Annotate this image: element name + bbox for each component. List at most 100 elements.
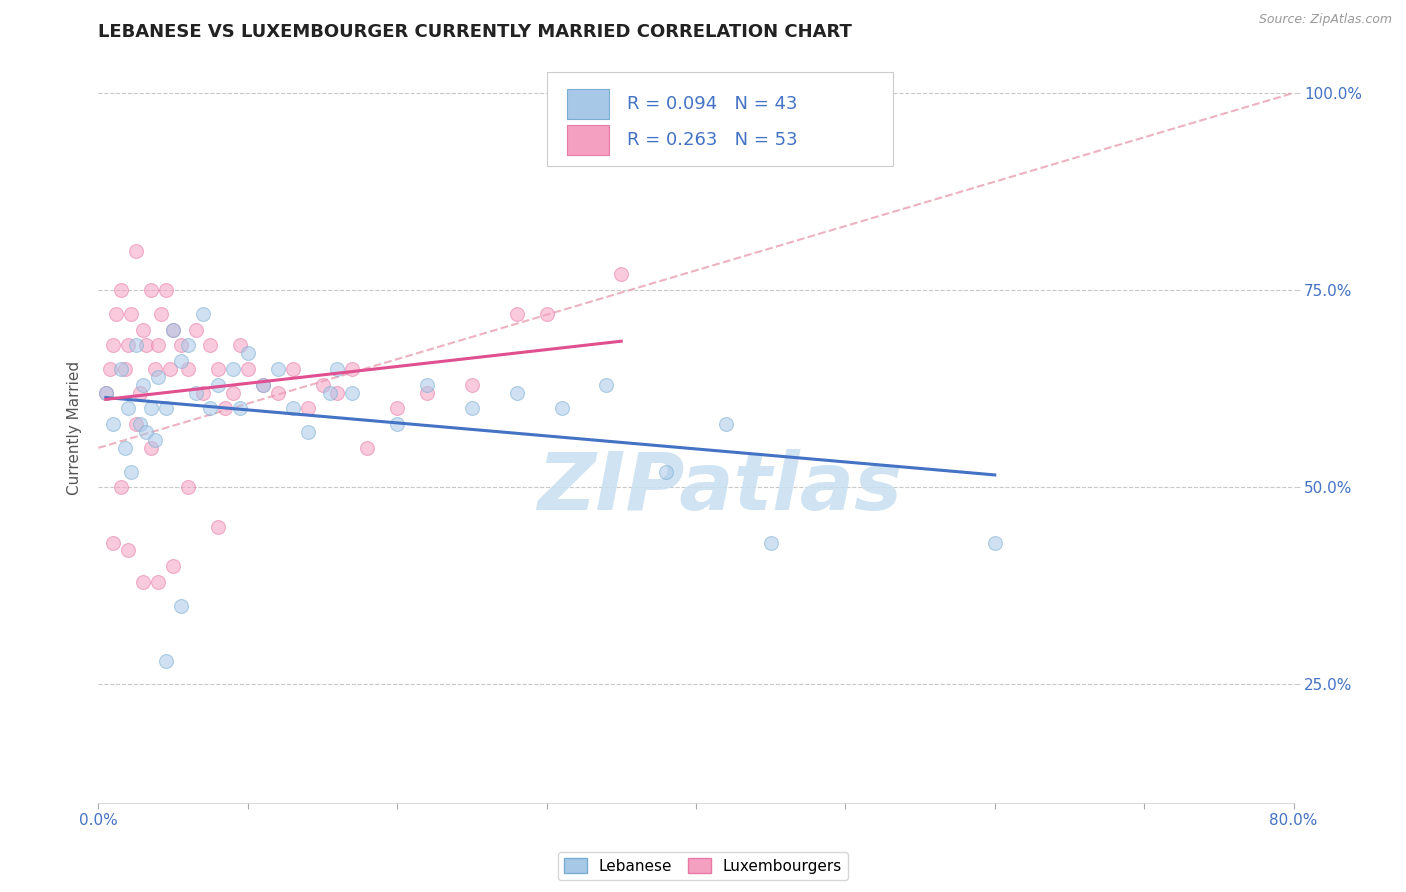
Point bbox=[129, 417, 152, 432]
Legend: Lebanese, Luxembourgers: Lebanese, Luxembourgers bbox=[558, 852, 848, 880]
Point bbox=[177, 480, 200, 494]
Point bbox=[125, 338, 148, 352]
Point bbox=[342, 362, 364, 376]
Point bbox=[125, 417, 148, 432]
Point bbox=[129, 385, 152, 400]
Point bbox=[114, 362, 136, 376]
Point bbox=[162, 322, 184, 336]
Point bbox=[132, 574, 155, 589]
Point bbox=[207, 377, 229, 392]
Point bbox=[214, 401, 236, 416]
Point bbox=[222, 385, 245, 400]
Point bbox=[984, 535, 1007, 549]
Point bbox=[177, 338, 200, 352]
Point bbox=[200, 338, 222, 352]
Point bbox=[114, 441, 136, 455]
Point bbox=[252, 377, 274, 392]
Point bbox=[148, 338, 170, 352]
Point bbox=[94, 385, 117, 400]
Point bbox=[207, 520, 229, 534]
Point bbox=[207, 362, 229, 376]
Point bbox=[281, 362, 304, 376]
Point bbox=[222, 362, 245, 376]
Point bbox=[191, 307, 214, 321]
Point bbox=[236, 346, 259, 360]
Point bbox=[110, 480, 132, 494]
Point bbox=[416, 377, 439, 392]
Point bbox=[135, 425, 157, 439]
Point bbox=[297, 401, 319, 416]
Point bbox=[385, 417, 409, 432]
Point bbox=[103, 338, 125, 352]
Point bbox=[105, 307, 128, 321]
Point bbox=[125, 244, 148, 258]
Point bbox=[155, 401, 177, 416]
Point bbox=[326, 362, 349, 376]
Point bbox=[169, 354, 191, 368]
Point bbox=[356, 441, 378, 455]
FancyBboxPatch shape bbox=[567, 125, 609, 154]
Point bbox=[139, 441, 162, 455]
Point bbox=[117, 543, 139, 558]
Point bbox=[326, 385, 349, 400]
Point bbox=[94, 385, 117, 400]
Point bbox=[252, 377, 274, 392]
Point bbox=[150, 307, 173, 321]
Point bbox=[184, 385, 207, 400]
Point bbox=[110, 283, 132, 297]
Text: Source: ZipAtlas.com: Source: ZipAtlas.com bbox=[1258, 13, 1392, 27]
Point bbox=[155, 654, 177, 668]
Point bbox=[506, 307, 529, 321]
Point bbox=[536, 307, 558, 321]
Point bbox=[550, 401, 572, 416]
Point bbox=[139, 401, 162, 416]
Point bbox=[506, 385, 529, 400]
Point bbox=[229, 338, 252, 352]
Point bbox=[759, 535, 782, 549]
Point bbox=[120, 307, 142, 321]
Point bbox=[103, 417, 125, 432]
Point bbox=[236, 362, 259, 376]
Point bbox=[177, 362, 200, 376]
Point bbox=[117, 338, 139, 352]
Point bbox=[148, 574, 170, 589]
Point bbox=[169, 599, 191, 613]
Point bbox=[132, 377, 155, 392]
Text: LEBANESE VS LUXEMBOURGER CURRENTLY MARRIED CORRELATION CHART: LEBANESE VS LUXEMBOURGER CURRENTLY MARRI… bbox=[98, 23, 852, 41]
Point bbox=[714, 417, 737, 432]
Point bbox=[229, 401, 252, 416]
FancyBboxPatch shape bbox=[547, 72, 893, 166]
Point bbox=[159, 362, 181, 376]
Point bbox=[595, 377, 617, 392]
Point bbox=[143, 433, 166, 447]
Point bbox=[162, 559, 184, 574]
Point bbox=[120, 465, 142, 479]
Point bbox=[267, 362, 290, 376]
Point bbox=[135, 338, 157, 352]
Point bbox=[610, 268, 633, 282]
Point bbox=[461, 401, 484, 416]
Point bbox=[342, 385, 364, 400]
Point bbox=[297, 425, 319, 439]
Text: R = 0.094   N = 43: R = 0.094 N = 43 bbox=[627, 95, 797, 113]
Text: ZIPatlas: ZIPatlas bbox=[537, 449, 903, 527]
Point bbox=[148, 370, 170, 384]
Point bbox=[143, 362, 166, 376]
Point bbox=[132, 322, 155, 336]
Point bbox=[200, 401, 222, 416]
Point bbox=[155, 283, 177, 297]
Point bbox=[162, 322, 184, 336]
Y-axis label: Currently Married: Currently Married bbox=[67, 361, 83, 495]
Text: R = 0.263   N = 53: R = 0.263 N = 53 bbox=[627, 131, 797, 149]
Point bbox=[184, 322, 207, 336]
Point bbox=[110, 362, 132, 376]
Point bbox=[267, 385, 290, 400]
Point bbox=[416, 385, 439, 400]
Point bbox=[385, 401, 409, 416]
FancyBboxPatch shape bbox=[567, 89, 609, 120]
Point bbox=[103, 535, 125, 549]
Point bbox=[191, 385, 214, 400]
Point bbox=[461, 377, 484, 392]
Point bbox=[655, 465, 678, 479]
Point bbox=[281, 401, 304, 416]
